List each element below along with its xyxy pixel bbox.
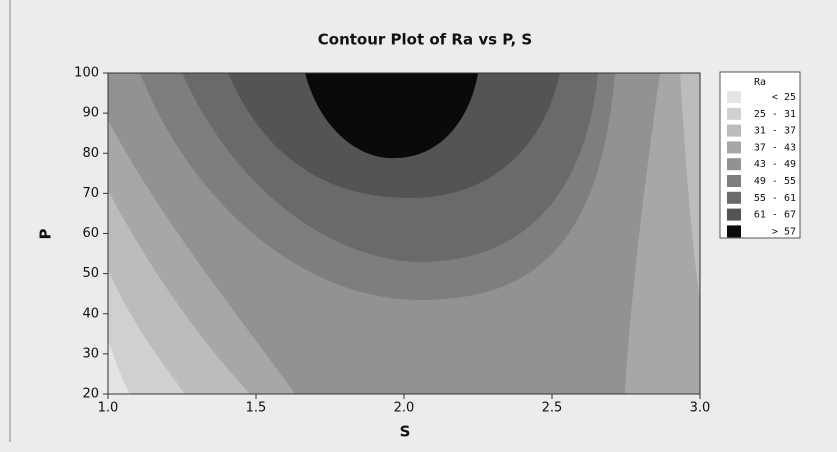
legend-label: 61 - 67 (754, 210, 796, 221)
x-tick-label: 3.0 (690, 401, 711, 416)
legend-swatch (727, 158, 741, 171)
x-tick-label: 1.0 (98, 401, 119, 416)
contour-region (305, 73, 478, 159)
legend-label: 31 - 37 (754, 126, 796, 137)
x-tick-label: 1.5 (246, 401, 267, 416)
legend-swatch (727, 107, 741, 120)
y-tick-label: 60 (82, 226, 99, 241)
legend-label: 37 - 43 (754, 142, 796, 153)
legend-swatch (727, 141, 741, 154)
y-tick-label: 70 (82, 186, 99, 201)
legend-label: 25 - 31 (754, 109, 796, 120)
y-tick-label: 30 (82, 346, 99, 361)
legend-swatch (727, 124, 741, 137)
y-tick-label: 20 (82, 387, 99, 402)
y-tick-label: 40 (82, 306, 99, 321)
legend-swatch (727, 91, 741, 103)
y-tick-label: 50 (82, 266, 99, 281)
x-tick-label: 2.0 (394, 401, 415, 416)
legend-swatch (727, 225, 741, 238)
legend-swatch (727, 191, 741, 204)
y-axis-label: P (37, 229, 55, 240)
legend-label: > 57 (772, 226, 796, 237)
x-axis-label: S (400, 423, 411, 441)
y-tick-label: 100 (74, 66, 99, 81)
y-tick-label: 90 (82, 106, 99, 121)
legend-label: 49 - 55 (754, 176, 796, 187)
x-tick-label: 2.5 (542, 401, 563, 416)
legend-label: < 25 (772, 92, 796, 103)
legend-swatch (727, 208, 741, 221)
legend-swatch (727, 175, 741, 187)
legend-label: 43 - 49 (754, 159, 796, 170)
legend-title: Ra (754, 77, 766, 88)
y-tick-label: 80 (82, 146, 99, 161)
chart-title: Contour Plot of Ra vs P, S (318, 31, 532, 49)
legend-label: 55 - 61 (754, 193, 796, 204)
